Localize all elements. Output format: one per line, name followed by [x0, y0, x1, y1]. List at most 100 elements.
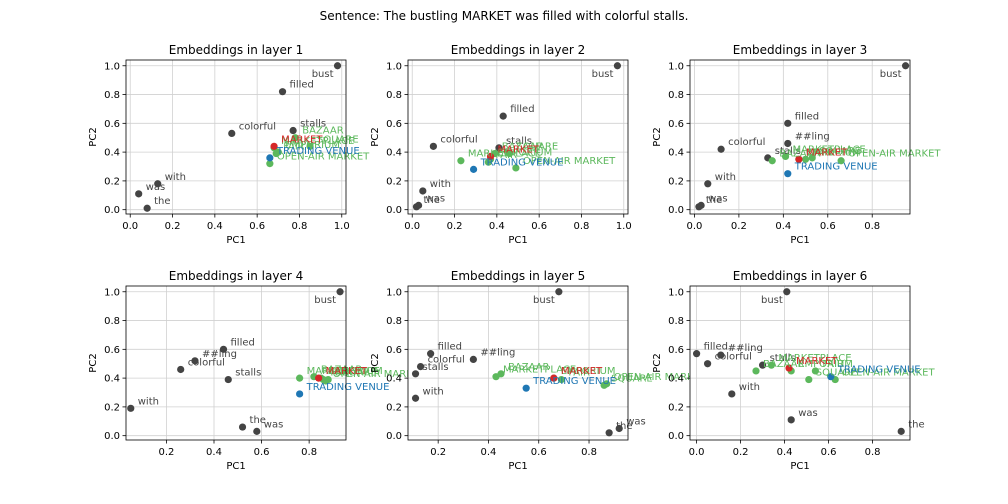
points-layer [135, 62, 342, 212]
point-label: with [423, 386, 444, 397]
y-tick-label: 0.4 [386, 374, 402, 385]
point-stalls [289, 126, 297, 135]
point-label: with [165, 172, 186, 183]
x-tick-label: 0.6 [531, 221, 547, 232]
point-label: the [154, 196, 170, 207]
point-colorful [704, 360, 712, 368]
point-marketplace [767, 361, 776, 369]
x-tick-label: 0.2 [158, 447, 174, 458]
point-label: OPEN-AIR MARKET [848, 149, 941, 160]
y-tick-label: 0.0 [104, 205, 120, 216]
chart-panel-3: 0.0 0.2 0.4 0.6 0.8 0.0 0.2 0.4 0.6 0.8 1.0 bust fil… [652, 43, 941, 246]
x-axis-label: PC1 [790, 235, 809, 246]
panel-title: Embeddings in layer 1 [169, 43, 303, 57]
y-tick-label: 0.6 [668, 345, 684, 356]
point-trading-venue [522, 384, 530, 392]
point-stalls [495, 144, 503, 152]
y-axis-label: PC2 [652, 353, 663, 372]
y-tick-label: 0.2 [668, 402, 684, 413]
y-tick-label: 0.0 [668, 205, 684, 216]
point-market [315, 374, 323, 382]
y-tick-label: 1.0 [386, 61, 402, 72]
point-label: stalls [770, 353, 796, 364]
point-the [897, 427, 905, 435]
point-label: EMPORIUM [806, 147, 861, 158]
plot-area [126, 60, 346, 214]
x-tick-label: 0.0 [122, 221, 138, 232]
point-label: MARKETPLACE [793, 144, 866, 155]
point-label: OPEN-AIR MARKET [842, 368, 935, 379]
point-fair [557, 375, 565, 384]
point-label: colorful [428, 355, 465, 366]
point-trading-venue [469, 165, 478, 173]
point-filled [427, 350, 435, 358]
x-tick-label: 0.4 [775, 221, 791, 232]
x-axis-label: PC1 [790, 461, 809, 472]
point-bust [555, 288, 563, 296]
point-label: bust [533, 295, 555, 306]
x-axis-label: PC1 [226, 235, 245, 246]
point-label: SQUARE [819, 146, 861, 157]
point-label: TRADING VENUE [306, 382, 390, 393]
point-colorful [429, 142, 437, 150]
point-fair [484, 158, 492, 166]
point-colorful [416, 362, 425, 371]
x-tick-label: 0.4 [481, 447, 497, 458]
point-was [253, 427, 261, 435]
panel-title: Embeddings in layer 3 [733, 43, 867, 57]
point-label: was [426, 193, 446, 204]
point-was [135, 190, 143, 198]
point-trading-venue [266, 154, 274, 162]
point-the [605, 429, 613, 437]
point-label: ##ling [795, 131, 830, 142]
points-layer [695, 62, 910, 211]
axes-frame [407, 59, 629, 215]
point-label: bust [880, 69, 902, 80]
point--ling [717, 351, 725, 359]
point-label: with [739, 382, 760, 393]
point-label: the [423, 195, 439, 206]
point-with [704, 180, 712, 188]
y-tick-label: 0.0 [104, 431, 120, 442]
point-label: ##ling [202, 349, 237, 360]
labels-layer: bustfilled##lingcolorfulstallswithwasthe… [423, 295, 707, 432]
x-tick-label: 0.4 [207, 221, 223, 232]
point-label: MARKET [281, 134, 323, 145]
point-label: FAIR [495, 150, 517, 161]
y-axis-label: PC2 [88, 353, 99, 372]
point-bazaar [768, 157, 776, 165]
point-fair [801, 155, 810, 163]
y-tick-label: 0.4 [104, 148, 120, 159]
points-layer [127, 288, 344, 435]
x-tick-label: 0.2 [731, 221, 747, 232]
chart-panel-4: 0.2 0.4 0.6 0.8 0.0 0.2 0.4 0.6 0.8 1.0 bust filled… [88, 269, 426, 472]
y-tick-label: 0.6 [386, 345, 402, 356]
point-label: OPEN-AIR MARKET [277, 152, 370, 163]
point-label: was [798, 408, 818, 419]
point-label: BAZAAR [502, 142, 544, 153]
point-trading-venue [827, 373, 835, 381]
x-tick-label: 0.8 [292, 221, 308, 232]
point-filled [693, 350, 701, 358]
point-bust [901, 62, 910, 70]
point-market [486, 152, 495, 161]
figure-suptitle: Sentence: The bustling MARKET was filled… [320, 9, 689, 23]
point-marketplace [781, 152, 790, 161]
plot-area [408, 286, 628, 440]
point-with [728, 390, 736, 398]
points-layer [693, 288, 905, 435]
labels-layer: bustfilled##lingcolorfulstallswithwasthe… [706, 69, 942, 206]
plot-area [690, 286, 910, 440]
x-tick-label: 0.2 [430, 447, 446, 458]
point-label: the [706, 195, 722, 206]
point-market [795, 155, 803, 163]
y-axis-label: PC2 [370, 353, 381, 372]
y-tick-label: 0.8 [386, 90, 402, 101]
point-label: OPEN-AIR MARKET [614, 372, 707, 383]
x-tick-label: 0.6 [249, 221, 265, 232]
point-label: bust [592, 69, 614, 80]
point--ling [191, 357, 199, 365]
